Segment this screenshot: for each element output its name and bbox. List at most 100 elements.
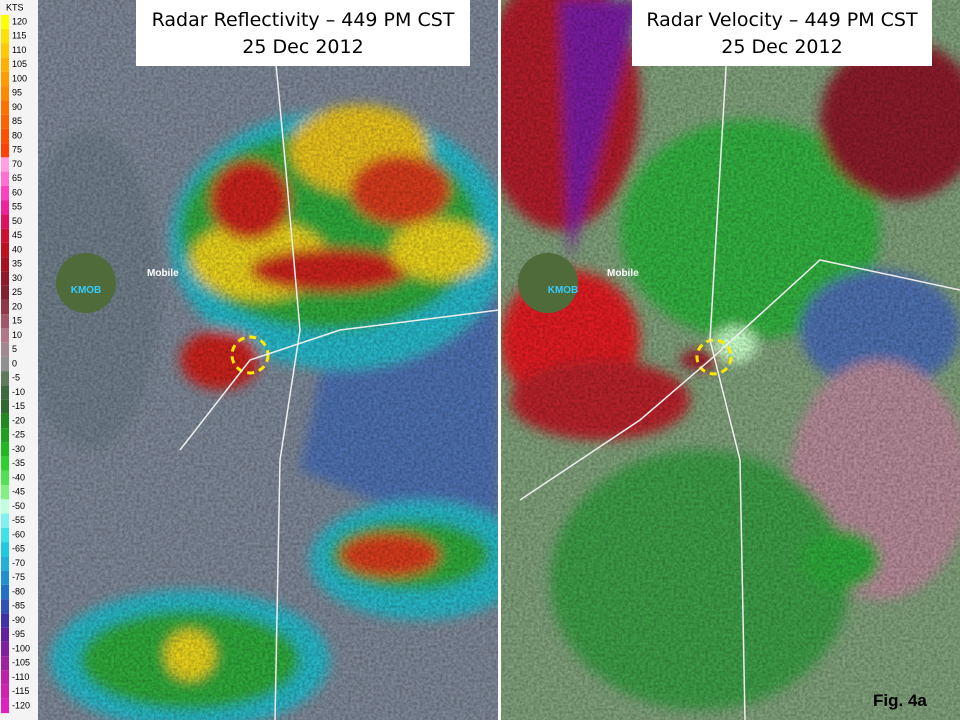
colorbar-label: -95	[12, 629, 25, 639]
colorbar-swatch	[1, 399, 9, 414]
colorbar-swatch	[1, 599, 9, 614]
colorbar-swatch	[1, 527, 9, 543]
colorbar-label: -105	[12, 658, 30, 668]
colorbar-swatch	[1, 299, 9, 315]
colorbar-label: 35	[12, 259, 22, 269]
panel-date: 25 Dec 2012	[721, 36, 842, 58]
station-circle	[518, 253, 578, 313]
colorbar-swatch	[1, 570, 9, 585]
colorbar-label: 75	[12, 145, 22, 155]
colorbar-label: 45	[12, 230, 22, 240]
colorbar-swatch	[1, 328, 9, 343]
colorbar-label: 0	[12, 358, 17, 368]
colorbar-label: 100	[12, 73, 27, 83]
colorbar-swatch	[1, 513, 9, 528]
colorbar-label: 80	[12, 130, 22, 140]
colorbar-label: -25	[12, 430, 25, 440]
colorbar-label: 5	[12, 344, 17, 354]
colorbar-swatch	[1, 200, 9, 215]
colorbar-label: -20	[12, 415, 25, 425]
colorbar-swatch	[1, 698, 9, 714]
colorbar-swatch	[1, 43, 9, 58]
colorbar-label: 70	[12, 159, 22, 169]
colorbar-swatch	[1, 71, 9, 87]
colorbar-label: 50	[12, 216, 22, 226]
colorbar-swatch	[1, 143, 9, 158]
colorbar-label: 115	[12, 31, 26, 41]
colorbar-label: -110	[12, 672, 29, 682]
colorbar-label: -120	[12, 700, 30, 710]
city-label: Mobile	[607, 268, 639, 279]
velocity-panel	[501, 0, 960, 720]
figure-label: Fig. 4a	[873, 691, 927, 710]
colorbar-swatch	[1, 684, 9, 699]
colorbar-label: -45	[12, 487, 25, 497]
colorbar-label: -65	[12, 544, 25, 554]
station-label: KMOB	[548, 285, 579, 296]
colorbar-label: 20	[12, 301, 22, 311]
title-box	[136, 0, 470, 66]
colorbar-label: 90	[12, 102, 22, 112]
colorbar-swatch	[1, 428, 9, 443]
colorbar-swatch	[1, 584, 9, 600]
colorbar-swatch	[1, 542, 9, 557]
colorbar-swatch	[1, 171, 9, 186]
colorbar-swatch	[1, 257, 9, 272]
colorbar-swatch	[1, 470, 9, 486]
colorbar-label: -90	[12, 615, 25, 625]
panel-date: 25 Dec 2012	[242, 36, 363, 58]
colorbar-swatch	[1, 57, 9, 72]
colorbar-swatch	[1, 242, 9, 258]
colorbar-label: -50	[12, 501, 25, 511]
colorbar-swatch	[1, 114, 9, 129]
colorbar-label: -30	[12, 444, 25, 454]
colorbar-swatch	[1, 14, 9, 30]
colorbar-label: 55	[12, 202, 22, 212]
colorbar-swatch	[1, 128, 9, 144]
colorbar-swatch	[1, 485, 9, 500]
colorbar-label: -80	[12, 586, 25, 596]
colorbar-swatch	[1, 342, 9, 357]
colorbar-swatch	[1, 356, 9, 372]
colorbar-label: -100	[12, 643, 30, 653]
colorbar: KTS 120115110105100959085807570656055504…	[1, 2, 30, 714]
colorbar-label: 85	[12, 116, 22, 126]
panel-title: Radar Reflectivity – 449 PM CST	[152, 9, 455, 31]
colorbar-label: 15	[12, 316, 22, 326]
colorbar-swatch	[1, 100, 9, 115]
colorbar-swatch	[1, 656, 9, 671]
colorbar-swatch	[1, 228, 9, 243]
colorbar-label: -35	[12, 458, 25, 468]
colorbar-label: -75	[12, 572, 25, 582]
colorbar-label: 60	[12, 187, 22, 197]
colorbar-label: 95	[12, 88, 22, 98]
colorbar-label: -40	[12, 472, 25, 482]
colorbar-label: 105	[12, 59, 27, 69]
colorbar-label: -70	[12, 558, 25, 568]
panel-title: Radar Velocity – 449 PM CST	[646, 9, 918, 31]
title-box	[632, 0, 932, 66]
colorbar-swatch	[1, 314, 9, 329]
colorbar-swatch	[1, 556, 9, 571]
colorbar-swatch	[1, 641, 9, 657]
colorbar-swatch	[1, 385, 9, 400]
colorbar-label: 65	[12, 173, 22, 183]
city-label: Mobile	[147, 268, 179, 279]
colorbar-label: -60	[12, 529, 25, 539]
colorbar-label: -5	[12, 373, 20, 383]
colorbar-label: -85	[12, 601, 25, 611]
colorbar-swatch	[1, 627, 9, 642]
colorbar-swatch	[1, 371, 9, 386]
colorbar-swatch	[1, 670, 9, 685]
station-circle	[56, 253, 116, 313]
colorbar-label: 40	[12, 244, 22, 254]
colorbar-label: -15	[12, 401, 25, 411]
colorbar-swatch	[1, 442, 9, 457]
colorbar-label: 25	[12, 287, 22, 297]
colorbar-swatch	[1, 214, 9, 229]
colorbar-unit: KTS	[6, 2, 24, 12]
colorbar-swatch	[1, 285, 9, 300]
colorbar-label: 10	[12, 330, 22, 340]
